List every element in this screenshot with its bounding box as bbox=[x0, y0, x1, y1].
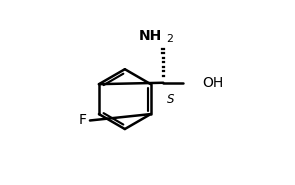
Text: 2: 2 bbox=[166, 34, 173, 44]
Text: F: F bbox=[78, 113, 86, 127]
Text: S: S bbox=[167, 93, 174, 106]
Text: OH: OH bbox=[202, 76, 224, 90]
Text: NH: NH bbox=[139, 29, 162, 43]
